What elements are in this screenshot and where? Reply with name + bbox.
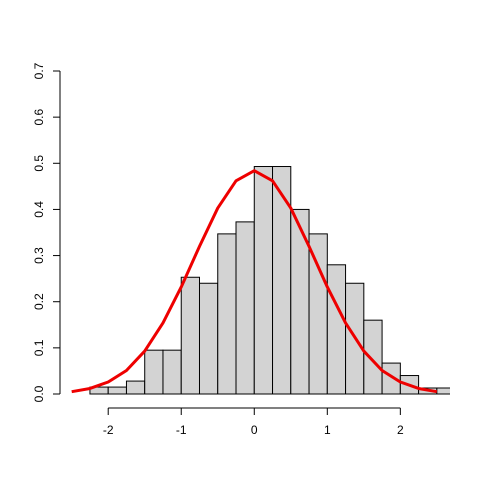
bar <box>162 349 182 395</box>
x-tick-label: 1 <box>324 423 331 437</box>
bar <box>180 276 200 395</box>
y-tick-label: 0.5 <box>32 155 46 172</box>
bar <box>253 166 274 395</box>
bar <box>125 380 146 395</box>
bar <box>198 282 219 395</box>
x-tick-label: 2 <box>397 423 404 437</box>
y-tick-label: 0.7 <box>32 62 46 79</box>
y-tick-label: 0.2 <box>32 293 46 310</box>
x-tick-label: -1 <box>176 423 187 437</box>
bar <box>107 386 127 395</box>
x-tick-label: 0 <box>251 423 258 437</box>
bar <box>363 319 383 395</box>
bar <box>272 166 292 395</box>
y-tick-label: 0.6 <box>32 108 46 125</box>
y-tick-label: 0.0 <box>32 385 46 402</box>
bar <box>326 264 347 395</box>
y-tick-label: 0.3 <box>32 247 46 264</box>
bar <box>235 221 255 395</box>
bar <box>144 349 164 395</box>
x-tick-label: -2 <box>103 423 114 437</box>
bar <box>217 233 237 395</box>
plot-area <box>89 166 450 395</box>
y-tick-label: 0.4 <box>32 201 46 218</box>
y-tick-label: 0.1 <box>32 339 46 356</box>
bar <box>436 387 450 395</box>
bar <box>308 233 328 395</box>
density-curve <box>71 169 438 394</box>
